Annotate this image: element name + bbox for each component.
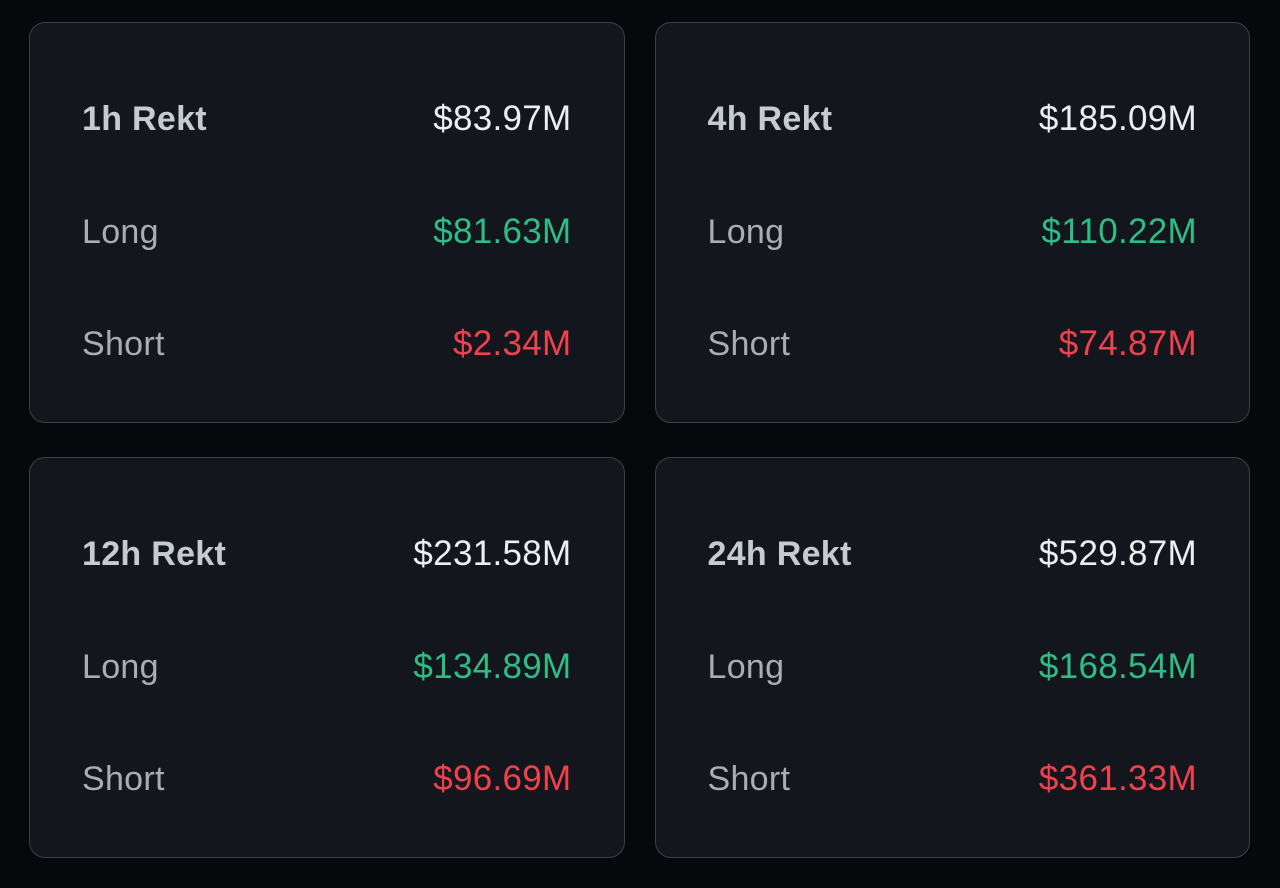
short-label: Short xyxy=(82,325,165,363)
short-value: $361.33M xyxy=(1038,759,1197,798)
short-label: Short xyxy=(707,760,791,798)
card-header-row: 4h Rekt $185.09M xyxy=(708,99,1198,139)
short-row: Short $96.69M xyxy=(82,759,572,799)
card-title: 12h Rekt xyxy=(82,535,227,573)
long-row: Long $168.54M xyxy=(708,647,1198,687)
long-value: $81.63M xyxy=(433,211,572,251)
long-label: Long xyxy=(707,212,785,251)
long-label: Long xyxy=(707,647,785,686)
long-value: $134.89M xyxy=(413,646,572,686)
card-title: 4h Rekt xyxy=(707,100,833,138)
total-value: $529.87M xyxy=(1038,534,1197,573)
long-value: $110.22M xyxy=(1041,211,1197,251)
rekt-card-4h: 4h Rekt $185.09M Long $110.22M Short $74… xyxy=(654,22,1250,423)
long-row: Long $81.63M xyxy=(82,212,572,252)
total-value: $231.58M xyxy=(413,534,572,573)
long-label: Long xyxy=(82,212,159,251)
card-title: 1h Rekt xyxy=(82,100,207,138)
short-label: Short xyxy=(707,325,791,363)
total-value: $83.97M xyxy=(433,99,572,138)
short-value: $74.87M xyxy=(1058,324,1197,363)
short-value: $2.34M xyxy=(452,324,572,363)
long-label: Long xyxy=(82,647,159,686)
rekt-card-1h: 1h Rekt $83.97M Long $81.63M Short $2.34… xyxy=(29,22,625,423)
long-value: $168.54M xyxy=(1038,646,1197,686)
short-row: Short $2.34M xyxy=(82,324,572,364)
card-header-row: 24h Rekt $529.87M xyxy=(708,534,1198,574)
rekt-card-12h: 12h Rekt $231.58M Long $134.89M Short $9… xyxy=(29,457,625,858)
total-value: $185.09M xyxy=(1038,99,1197,138)
short-value: $96.69M xyxy=(433,759,572,798)
long-row: Long $134.89M xyxy=(82,647,572,687)
long-row: Long $110.22M xyxy=(708,212,1198,252)
card-title: 24h Rekt xyxy=(707,535,852,573)
short-row: Short $74.87M xyxy=(708,324,1198,364)
short-row: Short $361.33M xyxy=(708,759,1198,799)
card-header-row: 1h Rekt $83.97M xyxy=(82,99,572,139)
card-header-row: 12h Rekt $231.58M xyxy=(82,534,572,574)
rekt-card-24h: 24h Rekt $529.87M Long $168.54M Short $3… xyxy=(654,457,1250,858)
short-label: Short xyxy=(82,760,165,798)
